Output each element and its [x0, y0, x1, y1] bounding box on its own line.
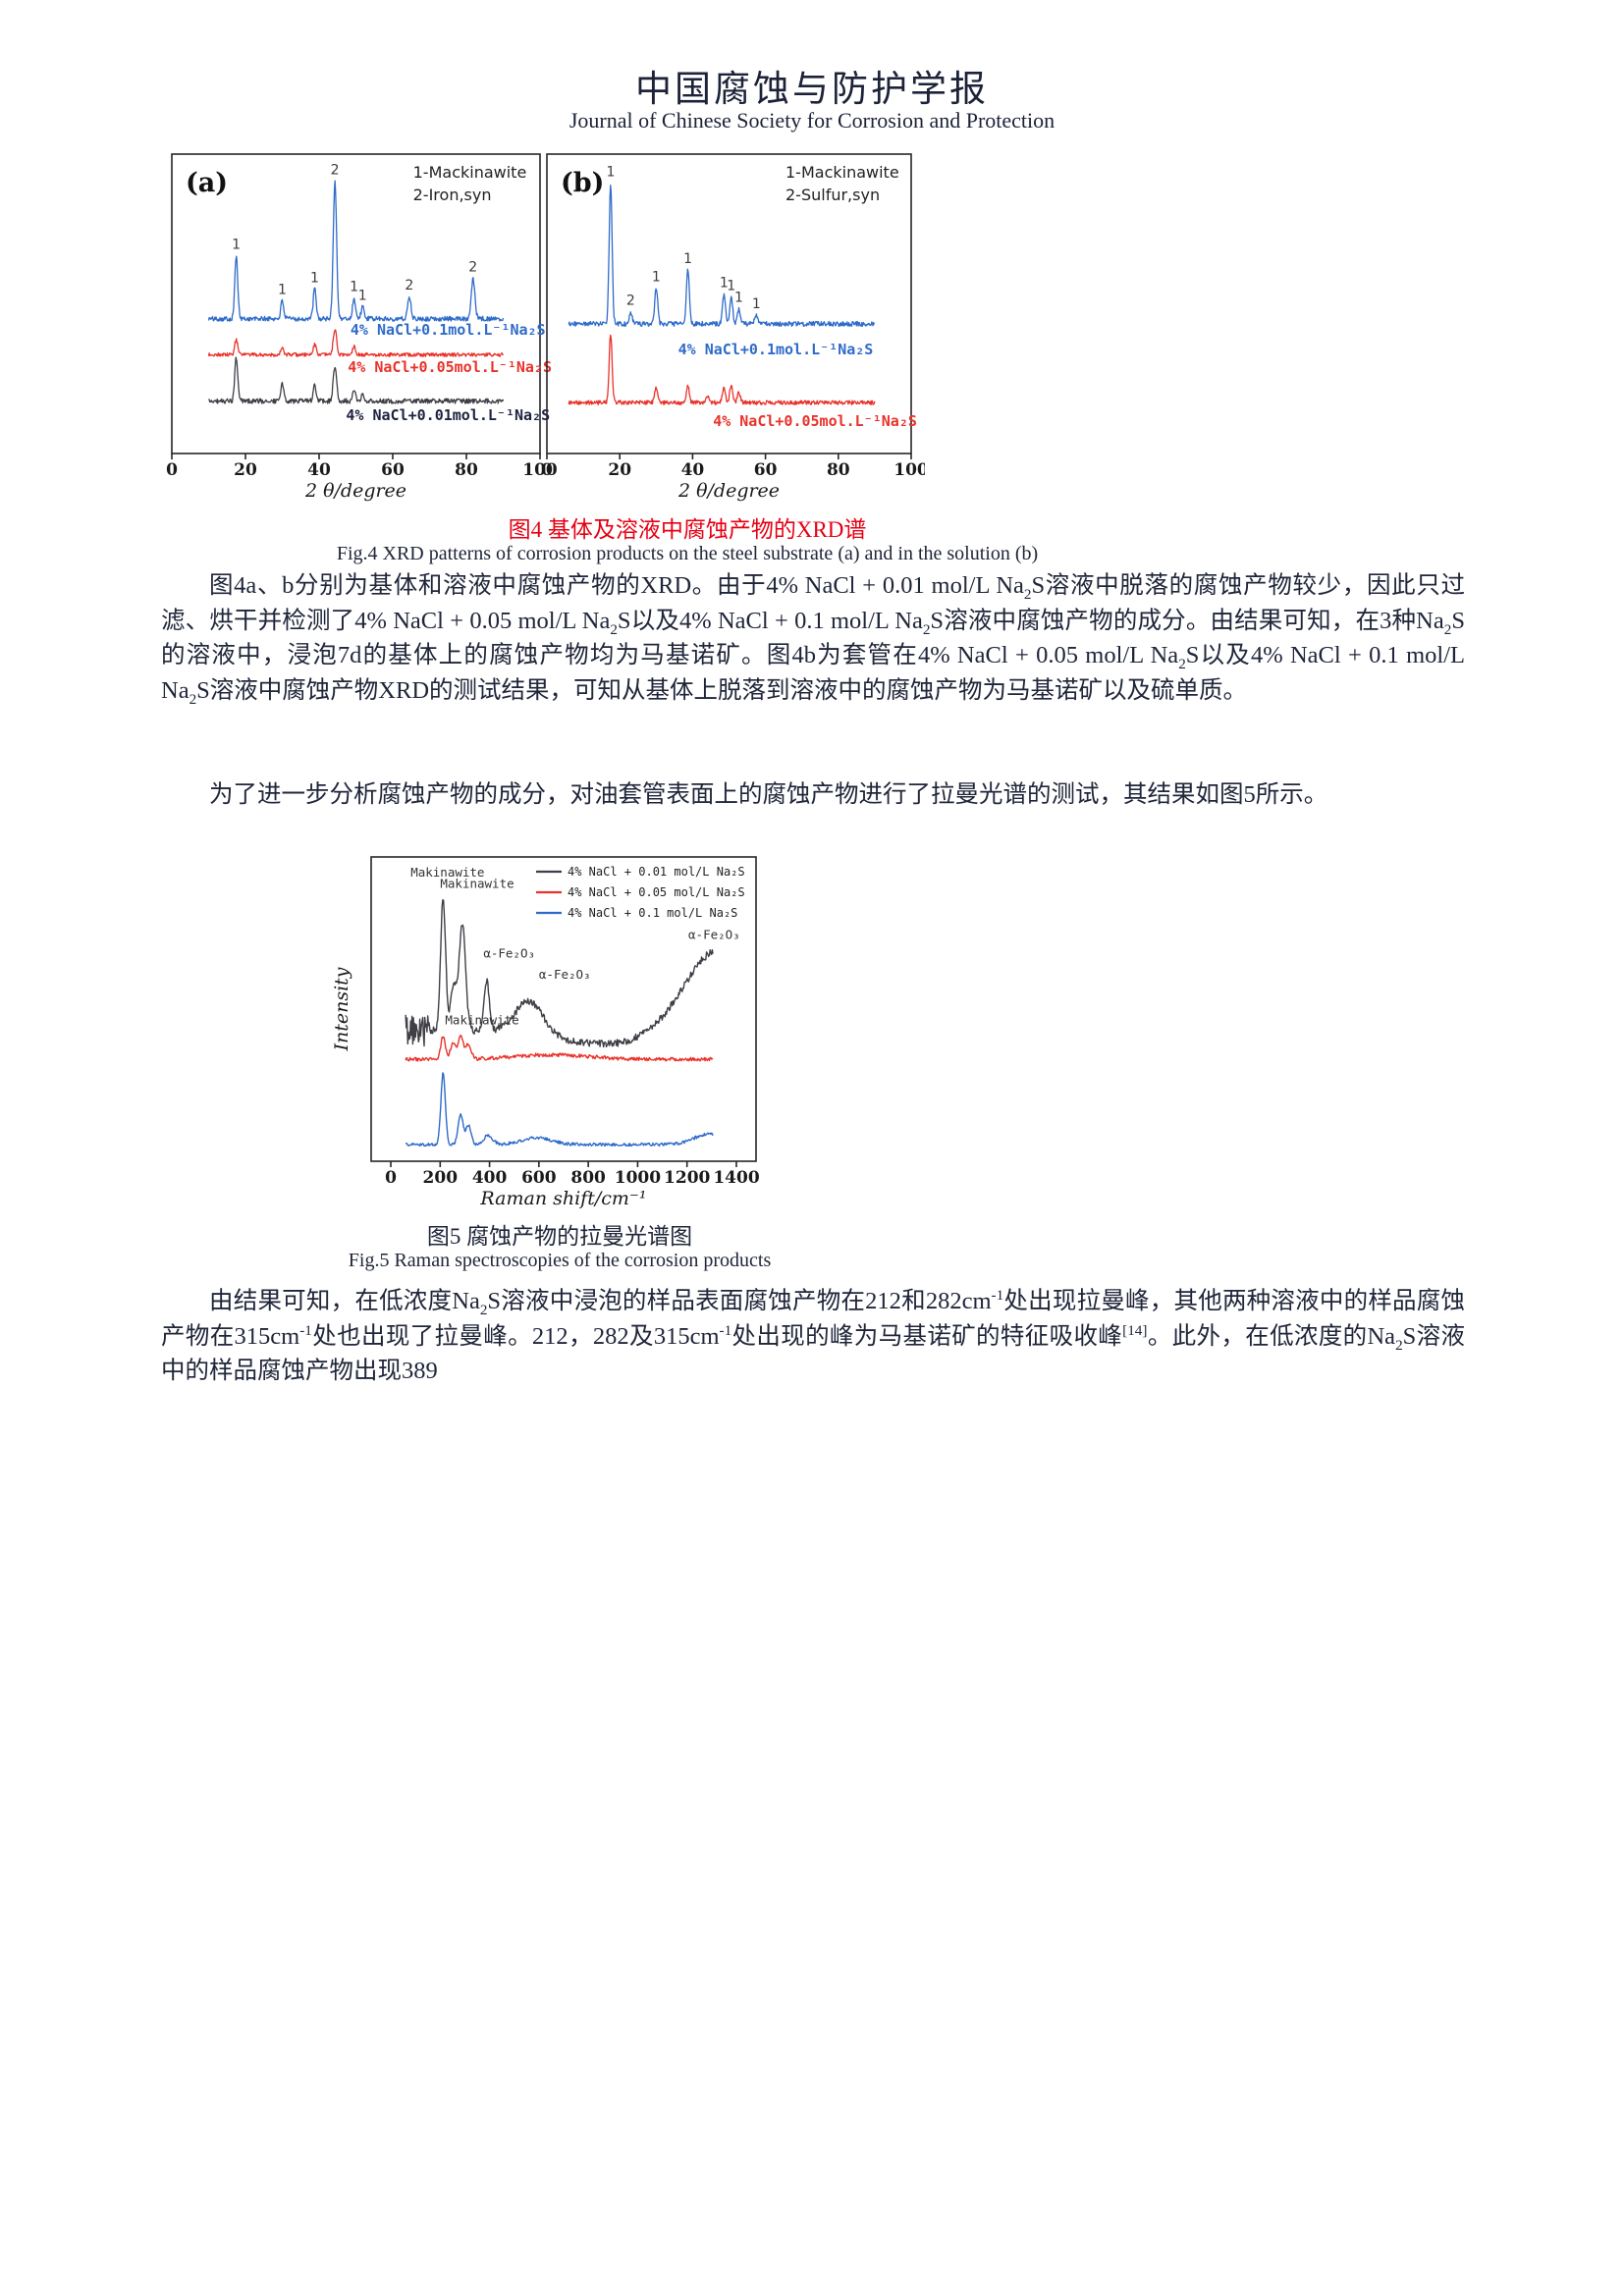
- peak-number-label: 1: [652, 269, 661, 285]
- series-1-curve: [405, 899, 714, 1048]
- panel-label: (a): [186, 168, 228, 198]
- series-1-curve: [207, 180, 505, 322]
- legend-line: 1-Mackinawite: [413, 163, 527, 182]
- peak-number-label: 1: [727, 278, 735, 294]
- plot-frame: [370, 856, 757, 1162]
- journal-title-en: Journal of Chinese Society for Corrosion…: [568, 108, 1056, 133]
- x-tick-label: 0: [541, 460, 553, 480]
- x-tick-label: 1200: [664, 1168, 710, 1188]
- peak-number-label: 2: [405, 278, 413, 294]
- phase-annotation-label: Makinawite: [440, 877, 514, 891]
- x-tick-label: 40: [681, 460, 705, 480]
- phase-annotation-label: Makinawite: [410, 865, 484, 880]
- fig5-caption-en: Fig.5 Raman spectroscopies of the corros…: [348, 1250, 772, 1271]
- fig5-raman-chart: 0 200 400 600 800 1000 1200 1400 Raman shift/cm⁻…: [334, 856, 760, 1209]
- x-tick-label: 100: [893, 460, 925, 480]
- legend-label: 4% NaCl + 0.01 mol/L Na₂S: [568, 865, 745, 879]
- x-axis-label: 2 θ/degree: [304, 480, 406, 502]
- series-1-label: 4% NaCl+0.1mol.L⁻¹Na₂S: [678, 341, 874, 358]
- series-3-curve: [208, 356, 505, 404]
- series-1-label: 4% NaCl+0.1mol.L⁻¹Na₂S: [351, 321, 546, 339]
- series-2-label: 4% NaCl+0.05mol.L⁻¹Na₂S: [348, 358, 552, 376]
- x-axis-label: Raman shift/cm⁻¹: [479, 1188, 646, 1209]
- peak-number-label: 2: [626, 294, 635, 309]
- x-tick-label: 800: [570, 1168, 606, 1188]
- x-tick-label: 0: [166, 460, 178, 480]
- fig4b-xrd-chart: 0 20 40 60 80 100 2 θ/degree (b) 1-Mackinawite 2-…: [541, 153, 925, 502]
- panel-label: (b): [561, 168, 604, 198]
- series-2-curve: [568, 334, 876, 405]
- legend-label: 4% NaCl + 0.1 mol/L Na₂S: [568, 906, 737, 920]
- series-2-curve: [207, 329, 505, 357]
- x-tick-label: 60: [381, 460, 405, 480]
- peak-number-label: 1: [683, 251, 692, 267]
- x-axis-label: 2 θ/degree: [677, 480, 780, 502]
- phase-annotation-label: α-Fe₂O₃: [539, 967, 591, 982]
- x-tick-label: 100: [522, 460, 558, 480]
- y-axis-label: Intensity: [334, 967, 352, 1051]
- peak-number-label: 1: [752, 296, 761, 312]
- peak-number-label: 1: [606, 165, 615, 181]
- x-tick-label: 0: [385, 1168, 397, 1188]
- fig4-caption-en: Fig.4 XRD patterns of corrosion products…: [336, 543, 1039, 564]
- x-tick-label: 20: [234, 460, 257, 480]
- x-tick-label: 1000: [615, 1168, 661, 1188]
- phase-annotation-label: α-Fe₂O₃: [483, 945, 535, 960]
- peak-number-label: 1: [310, 270, 319, 286]
- peak-number-label: 1: [358, 289, 367, 304]
- x-tick-label: 80: [827, 460, 850, 480]
- peak-number-label: 1: [720, 275, 729, 291]
- x-tick-label: 60: [754, 460, 778, 480]
- paragraph-xrd-discussion: 图4a、b分别为基体和溶液中腐蚀产物的XRD。由于4% NaCl + 0.01 …: [161, 572, 1465, 708]
- legend-line: 2-Iron,syn: [413, 186, 492, 204]
- journal-title-zh: 中国腐蚀与防护学报: [635, 70, 989, 110]
- phase-annotation-label: Makinawite: [445, 1013, 518, 1028]
- x-tick-label: 80: [455, 460, 478, 480]
- fig5-caption-zh: 图5 腐蚀产物的拉曼光谱图: [426, 1224, 693, 1249]
- x-tick-label: 40: [307, 460, 331, 480]
- peak-number-label: 1: [734, 291, 743, 306]
- fig4-caption-zh: 图4 基体及溶液中腐蚀产物的XRD谱: [508, 517, 867, 542]
- peak-number-label: 1: [350, 279, 358, 294]
- peak-number-label: 2: [468, 260, 477, 276]
- x-tick-label: 200: [423, 1168, 459, 1188]
- peak-number-label: 2: [331, 162, 340, 178]
- phase-annotation-label: α-Fe₂O₃: [688, 928, 740, 942]
- legend-line: 1-Mackinawite: [785, 163, 899, 182]
- legend-label: 4% NaCl + 0.05 mol/L Na₂S: [568, 885, 745, 899]
- series-3-curve: [405, 1072, 714, 1148]
- x-tick-label: 20: [608, 460, 631, 480]
- series-1-curve: [568, 185, 876, 328]
- plot-frame: [546, 153, 912, 454]
- peak-number-label: 1: [232, 238, 241, 253]
- plot-frame: [171, 153, 541, 454]
- x-tick-label: 400: [472, 1168, 508, 1188]
- paragraph-raman-intro: 为了进一步分析腐蚀产物的成分，对油套管表面上的腐蚀产物进行了拉曼光谱的测试，其结…: [209, 781, 1328, 808]
- peak-number-label: 1: [278, 282, 287, 297]
- legend-line: 2-Sulfur,syn: [785, 186, 880, 204]
- paragraph-raman-discussion: 由结果可知，在低浓度Na2S溶液中浸泡的样品表面腐蚀产物在212和282cm-1…: [161, 1286, 1465, 1384]
- series-2-label: 4% NaCl+0.05mol.L⁻¹Na₂S: [713, 412, 917, 430]
- x-tick-label: 600: [521, 1168, 557, 1188]
- series-3-label: 4% NaCl+0.01mol.L⁻¹Na₂S: [346, 406, 550, 424]
- series-2-curve: [405, 1034, 714, 1062]
- x-tick-label: 1400: [713, 1168, 759, 1188]
